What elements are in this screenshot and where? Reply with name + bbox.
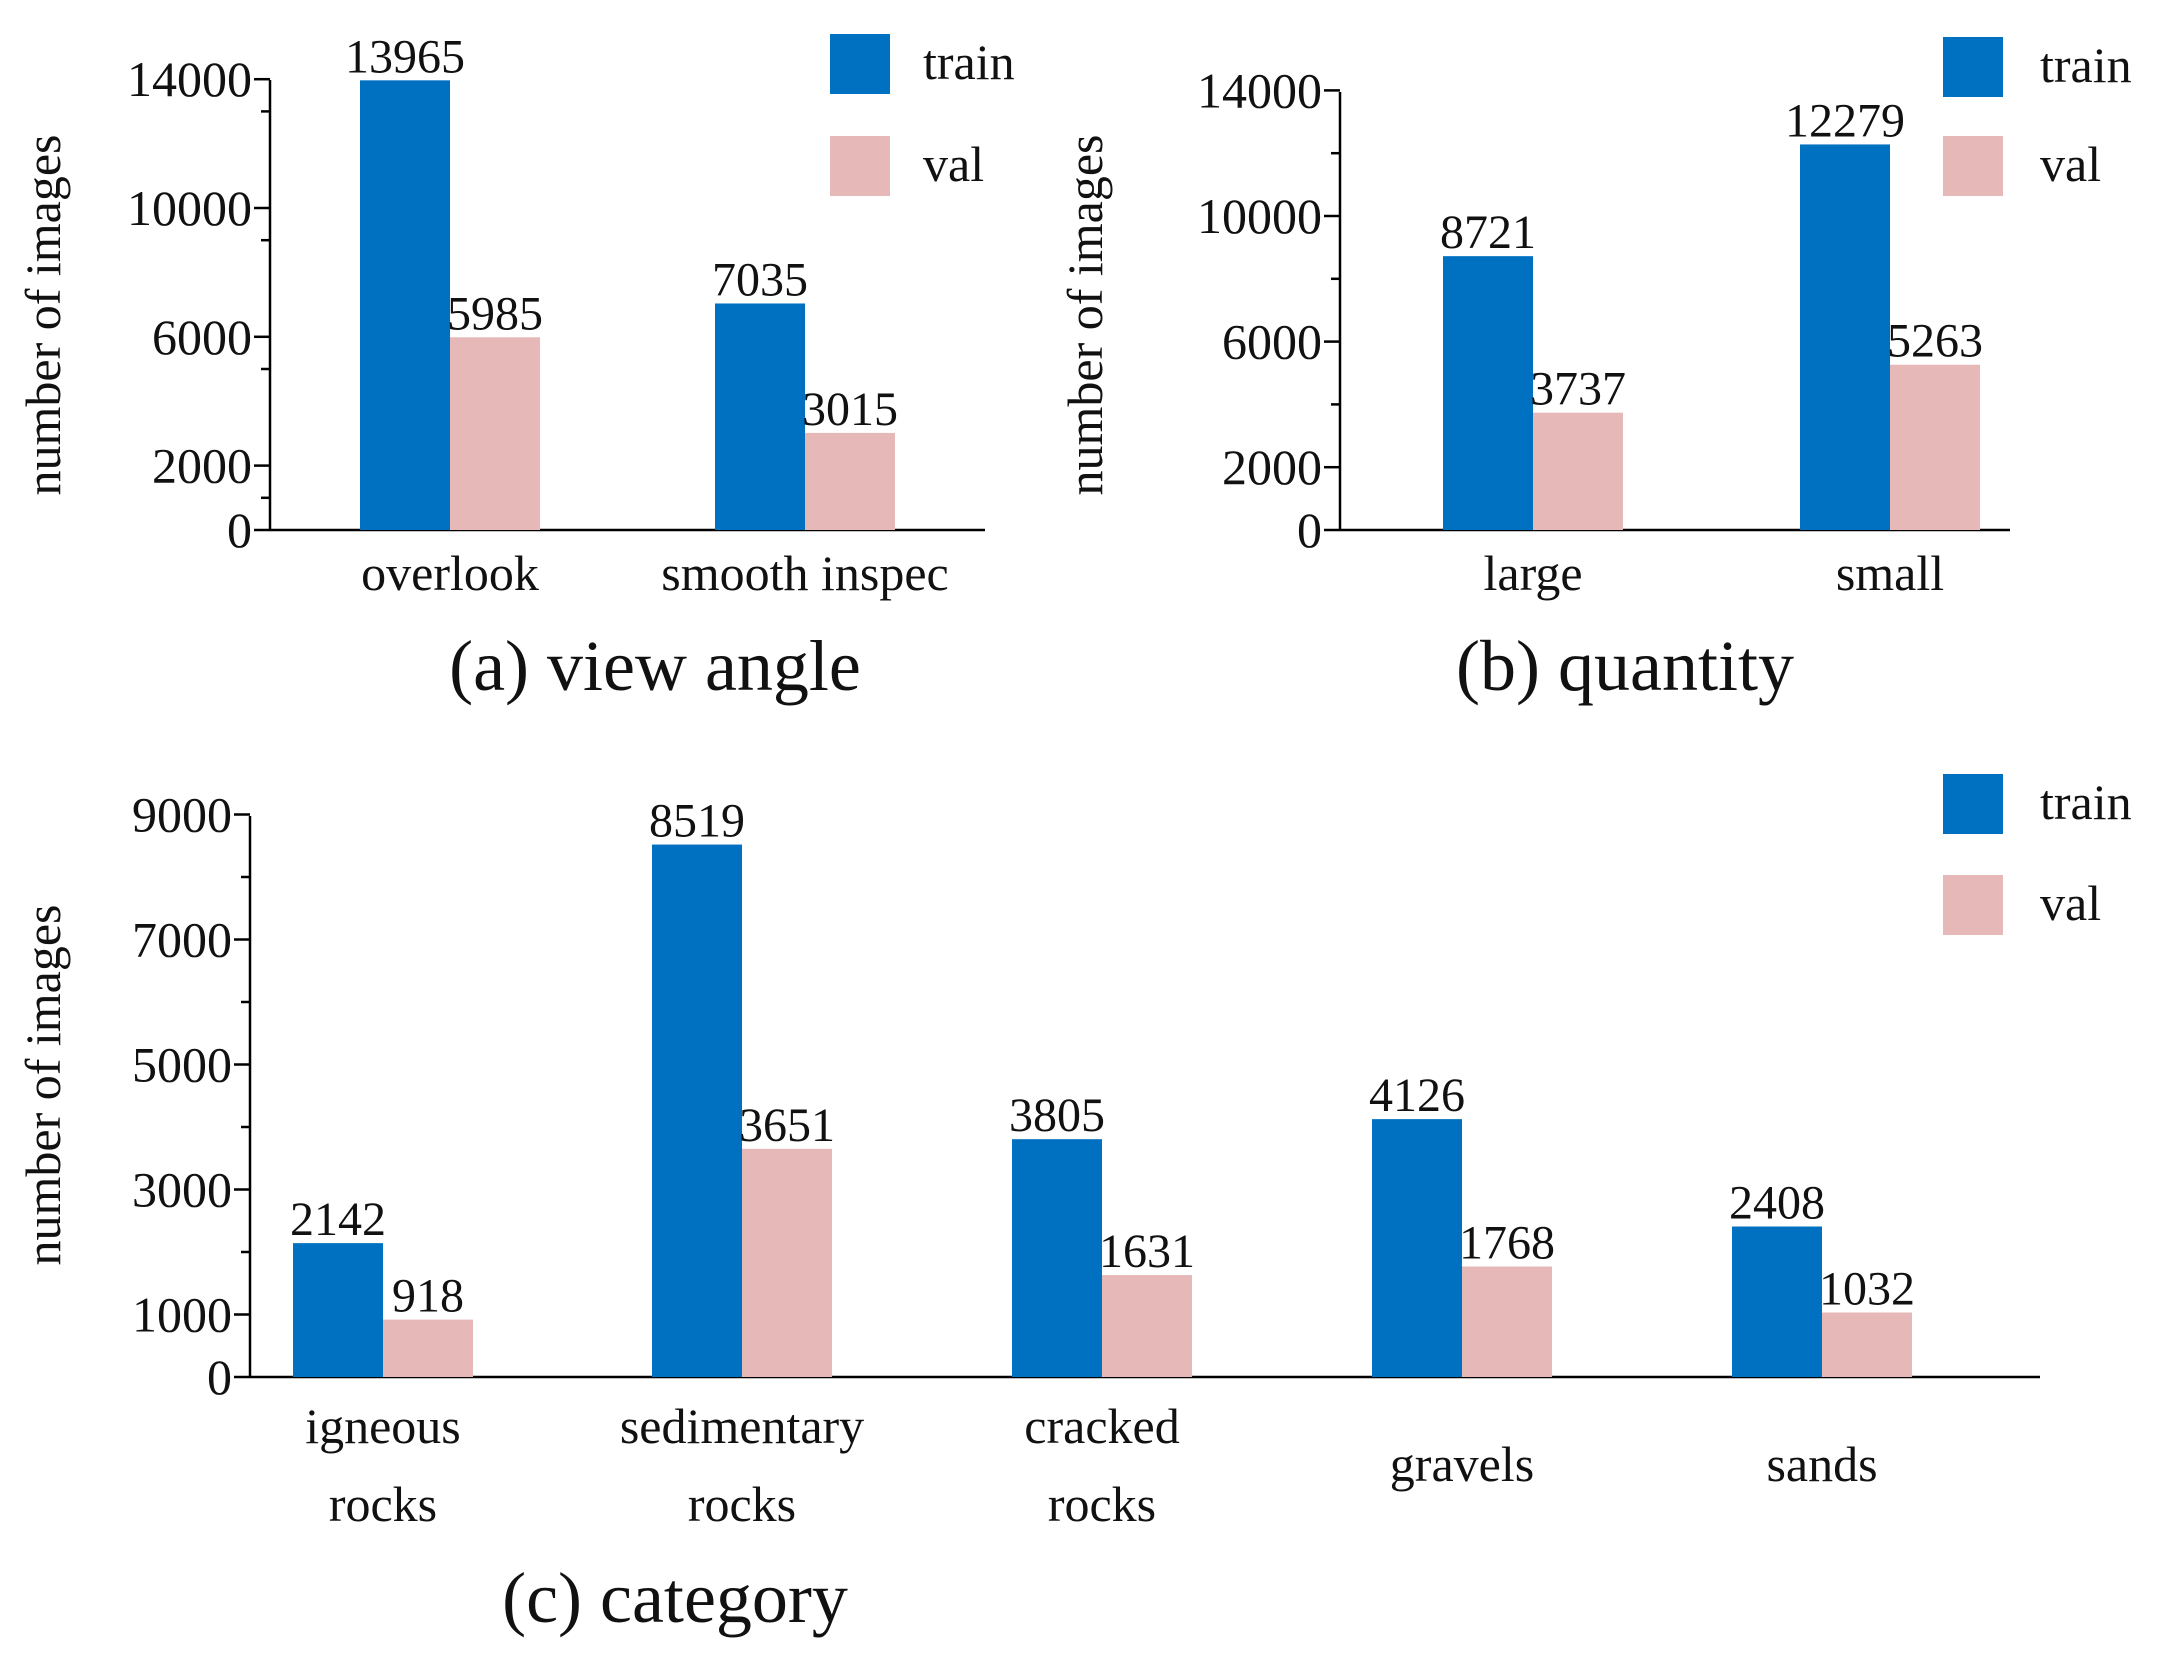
chart-2-ylabel: number of images (1057, 134, 1113, 495)
chart-3-bar-train (1372, 1119, 1462, 1377)
chart-1-data-label-val: 3015 (802, 383, 898, 436)
chart-3-bar-val (1102, 1275, 1192, 1377)
chart-2-data-label-train: 8721 (1440, 206, 1536, 259)
chart-3-data-label-train: 2142 (290, 1193, 386, 1246)
chart-1-legend-swatch-train (830, 34, 890, 94)
chart-2-bar-train (1443, 256, 1533, 530)
chart-1-bar-train (360, 80, 450, 531)
chart-1-ylabel: number of images (15, 134, 71, 495)
chart-3-bar-val (1462, 1266, 1552, 1377)
chart-2-legend-label-val: val (2040, 136, 2101, 192)
chart-2-caption: (b) quantity (1456, 626, 1794, 706)
chart-3-legend-swatch-val (1943, 875, 2003, 935)
chart-3-legend-label-train: train (2040, 774, 2132, 830)
chart-3-category-label: rocks (688, 1476, 796, 1532)
chart-3-caption: (c) category (502, 1558, 848, 1638)
chart-1-caption: (a) view angle (449, 626, 861, 706)
chart-3-ytick-label: 5000 (132, 1037, 232, 1093)
chart-3-ytick-label: 9000 (132, 787, 232, 843)
chart-2-ytick-label: 0 (1297, 502, 1322, 558)
chart-3-data-label-val: 1631 (1099, 1225, 1195, 1278)
chart-3-category-label: rocks (329, 1476, 437, 1532)
chart-2-category-label: large (1483, 545, 1582, 601)
chart-3-bar-val (742, 1148, 832, 1377)
chart-3-category-label: sedimentary (620, 1398, 864, 1454)
chart-1-data-label-train: 13965 (345, 30, 465, 83)
chart-1-bar-val (805, 432, 895, 530)
chart-1-category-label: overlook (361, 545, 539, 601)
chart-3-category-label: gravels (1390, 1436, 1534, 1492)
chart-3-ytick-label: 1000 (132, 1287, 232, 1343)
chart-3-category-label: igneous (305, 1398, 461, 1454)
chart-2-legend-label-train: train (2040, 37, 2132, 93)
chart-2-bar-val (1890, 364, 1980, 530)
chart-2-ytick-label: 14000 (1197, 62, 1322, 118)
chart-3-bar-val (1822, 1312, 1912, 1377)
chart-1-ytick-label: 6000 (152, 309, 252, 365)
chart-3-category-label: cracked (1024, 1398, 1179, 1454)
chart-3-data-label-train: 2408 (1729, 1177, 1825, 1230)
chart-1-legend-label-val: val (923, 136, 984, 192)
chart-3-bar-train (652, 844, 742, 1377)
chart-2-data-label-val: 3737 (1530, 363, 1626, 416)
chart-1-bar-val (450, 337, 540, 530)
chart-1-category-label: smooth inspec (661, 545, 948, 601)
chart-2-legend-swatch-train (1943, 37, 2003, 97)
chart-2-data-label-val: 5263 (1887, 315, 1983, 368)
chart-3-category-label: rocks (1048, 1476, 1156, 1532)
chart-3-ylabel: number of images (15, 904, 71, 1265)
chart-3-data-label-val: 918 (392, 1270, 464, 1323)
chart-1-ytick-label: 0 (227, 502, 252, 558)
chart-2-bar-train (1800, 144, 1890, 531)
chart-3-bar-train (1012, 1139, 1102, 1377)
chart-3-ytick-label: 7000 (132, 912, 232, 968)
chart-3-legend-label-val: val (2040, 875, 2101, 931)
chart-2-legend-swatch-val (1943, 136, 2003, 196)
chart-3-category-label: sands (1766, 1436, 1877, 1492)
chart-3-bar-train (293, 1243, 383, 1377)
chart-2-data-label-train: 12279 (1785, 94, 1905, 147)
chart-2-ytick-label: 6000 (1222, 314, 1322, 370)
chart-3-bar-val (383, 1319, 473, 1377)
chart-3-legend-swatch-train (1943, 774, 2003, 834)
chart-2-ytick-label: 2000 (1222, 439, 1322, 495)
chart-1-data-label-val: 5985 (447, 287, 543, 340)
chart-2-bar-val (1533, 412, 1623, 530)
chart-1-ytick-label: 2000 (152, 438, 252, 494)
chart-3-data-label-val: 1032 (1819, 1263, 1915, 1316)
chart-3-ytick-label: 3000 (132, 1162, 232, 1218)
chart-1-legend-label-train: train (923, 34, 1015, 90)
chart-3-data-label-train: 8519 (649, 795, 745, 848)
chart-1-bar-train (715, 303, 805, 530)
chart-2-category-label: small (1836, 545, 1944, 601)
chart-1-legend-swatch-val (830, 136, 890, 196)
chart-3-data-label-train: 3805 (1009, 1089, 1105, 1142)
chart-2-ytick-label: 10000 (1197, 188, 1322, 244)
chart-3-data-label-val: 1768 (1459, 1217, 1555, 1270)
chart-3-bar-train (1732, 1226, 1822, 1377)
chart-3-ytick-label: 0 (207, 1349, 232, 1405)
chart-3-data-label-val: 3651 (739, 1099, 835, 1152)
chart-1-data-label-train: 7035 (712, 253, 808, 306)
chart-1-ytick-label: 10000 (127, 180, 252, 236)
chart-3-data-label-train: 4126 (1369, 1069, 1465, 1122)
chart-1-ytick-label: 14000 (127, 51, 252, 107)
